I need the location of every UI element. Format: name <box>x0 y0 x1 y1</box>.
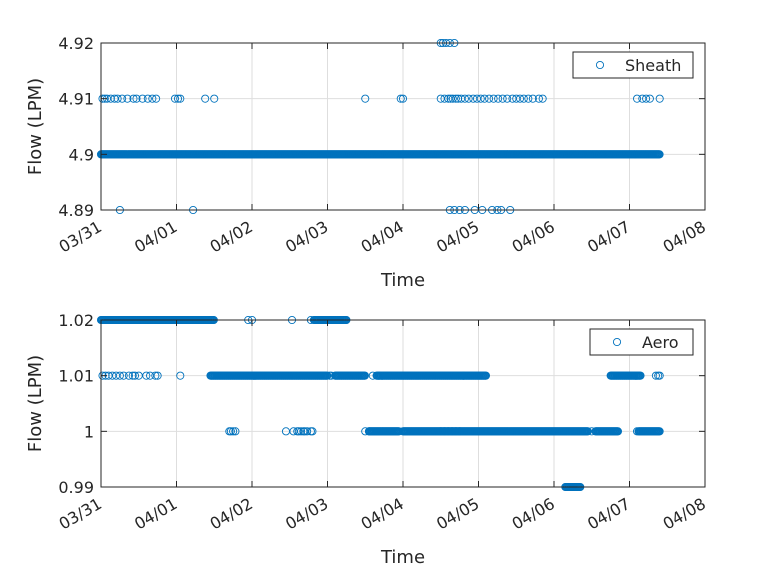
data-point <box>534 94 543 103</box>
data-point <box>226 427 235 436</box>
data-markers <box>96 38 664 215</box>
data-point <box>128 371 137 380</box>
y-tick-label: 4.9 <box>69 145 94 164</box>
data-point <box>124 371 133 380</box>
data-point <box>538 94 547 103</box>
data-point <box>655 371 664 380</box>
data-point <box>360 371 370 380</box>
data-point <box>655 150 664 159</box>
y-tick-label: 1.02 <box>58 311 94 330</box>
legend-label: Aero <box>642 333 679 352</box>
data-point <box>151 371 160 380</box>
data-point <box>633 427 642 436</box>
data-point <box>494 94 503 103</box>
data-point <box>451 94 460 103</box>
data-point <box>170 94 180 103</box>
data-point <box>132 94 141 103</box>
data-point <box>481 371 491 380</box>
data-point <box>173 94 183 103</box>
data-point <box>323 371 332 380</box>
data-point <box>327 371 336 380</box>
data-point <box>153 371 162 380</box>
y-tick-label: 4.91 <box>58 90 94 109</box>
data-point <box>148 94 157 103</box>
data-point <box>519 94 528 103</box>
y-tick-label: 1 <box>84 422 94 441</box>
data-point <box>480 94 489 103</box>
data-point <box>229 427 238 436</box>
data-point <box>138 94 147 103</box>
data-point <box>201 94 210 103</box>
data-point <box>636 371 645 380</box>
data-point <box>515 94 525 103</box>
data-point <box>294 427 303 436</box>
y-tick-label: 1.01 <box>58 367 94 386</box>
data-point <box>489 94 498 103</box>
data-point <box>440 94 449 103</box>
data-point <box>374 371 383 380</box>
y-tick-label: 4.92 <box>58 34 94 53</box>
data-point <box>460 94 469 103</box>
data-point <box>231 427 240 436</box>
data-point <box>119 371 128 380</box>
data-point <box>176 94 185 103</box>
data-point <box>142 371 151 380</box>
data-point <box>464 94 473 103</box>
data-point <box>364 427 374 436</box>
data-point <box>459 371 468 380</box>
data-point <box>368 371 377 380</box>
data-point <box>655 427 664 436</box>
x-axis-label: Time <box>380 270 425 291</box>
data-point <box>528 94 537 103</box>
data-point <box>655 94 664 103</box>
data-point <box>498 94 507 103</box>
data-point <box>613 427 623 436</box>
data-point <box>130 371 140 380</box>
legend-label: Sheath <box>625 56 681 75</box>
data-point <box>297 427 306 436</box>
legend-box <box>572 51 694 79</box>
data-point <box>448 94 457 103</box>
data-point <box>396 94 405 103</box>
data-point <box>210 94 219 103</box>
data-point <box>308 427 317 436</box>
data-point <box>583 427 592 436</box>
data-point <box>129 94 138 103</box>
data-point <box>361 427 370 436</box>
data-point <box>115 371 124 380</box>
legend: Aero <box>589 328 694 356</box>
data-point <box>651 371 660 380</box>
data-point <box>455 427 464 436</box>
y-tick-label: 0.99 <box>58 478 94 497</box>
data-point <box>451 427 460 436</box>
data-point <box>476 94 485 103</box>
data-point <box>645 94 654 103</box>
data-point <box>503 94 512 103</box>
data-point <box>303 427 312 436</box>
data-point <box>123 94 132 103</box>
y-axis-label: Flow (LPM) <box>25 355 46 452</box>
data-point <box>398 94 408 103</box>
data-point <box>143 94 152 103</box>
data-point <box>152 94 161 103</box>
data-point <box>587 427 596 436</box>
data-point <box>361 94 370 103</box>
data-point <box>176 371 185 380</box>
x-axis-label: Time <box>380 547 425 568</box>
data-point <box>633 94 642 103</box>
data-point <box>118 94 127 103</box>
y-tick-label: 4.89 <box>58 201 94 220</box>
legend-marker <box>612 337 622 347</box>
data-point <box>524 94 533 103</box>
data-point <box>113 94 122 103</box>
y-axis-label: Flow (LPM) <box>25 78 46 175</box>
legend-box <box>589 328 694 356</box>
data-point <box>485 94 494 103</box>
legend: Sheath <box>572 51 694 79</box>
legend-marker <box>595 60 605 70</box>
data-point <box>642 94 651 103</box>
